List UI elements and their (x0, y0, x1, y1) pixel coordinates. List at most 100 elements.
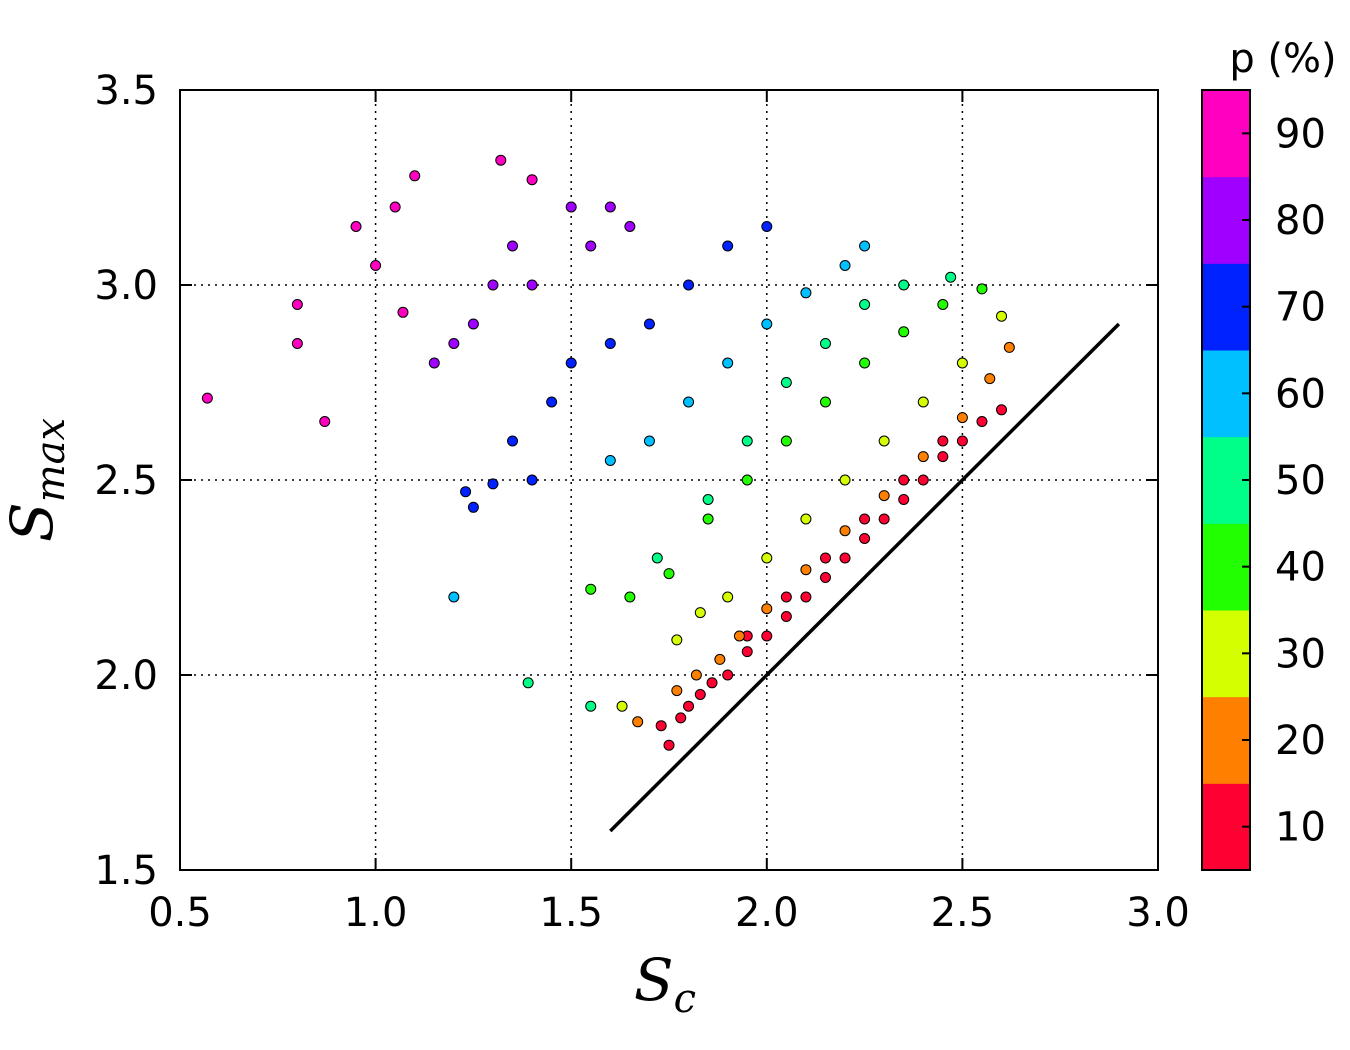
scatter-point-p70 (565, 357, 577, 369)
scatter-point-p30 (800, 513, 812, 525)
scatter-point-p80 (565, 201, 577, 213)
colorbar-label: 70 (1275, 285, 1326, 331)
scatter-point-p60 (839, 260, 851, 271)
scatter-point-p90 (397, 306, 409, 318)
x-axis-title-main: S (634, 946, 674, 1014)
scatter-point-p60 (722, 357, 734, 369)
scatter-point-p90 (526, 174, 538, 186)
scatter-point-p80 (585, 240, 597, 252)
scatter-point-p40 (780, 435, 792, 447)
scatter-point-p10 (898, 494, 910, 505)
scatter-point-p30 (917, 396, 929, 408)
scatter-point-p20 (839, 525, 851, 537)
scatter-point-p50 (859, 299, 871, 310)
scatter-point-p30 (616, 700, 628, 712)
scatter-point-p10 (655, 720, 667, 732)
reference-line (609, 322, 1121, 833)
scatter-point-p30 (996, 310, 1008, 322)
scatter-point-p10 (761, 630, 773, 642)
scatter-point-p80 (448, 338, 460, 349)
scatter-point-p20 (733, 630, 745, 642)
scatter-point-p80 (507, 240, 519, 252)
x-tick-label: 3.0 (1126, 890, 1190, 936)
scatter-point-p90 (291, 299, 303, 310)
colorbar-label: 10 (1275, 805, 1326, 851)
scatter-point-p10 (819, 572, 831, 583)
scatter-point-p10 (898, 474, 910, 486)
scatter-point-p50 (898, 279, 910, 291)
colorbar-title: p (%) (1229, 36, 1336, 82)
colorbar-label: 80 (1275, 198, 1326, 244)
scatter-point-p30 (878, 435, 890, 447)
scatter-point-p80 (604, 201, 616, 213)
scatter-point-p10 (780, 611, 792, 622)
scatter-point-p20 (1003, 341, 1015, 353)
scatter-point-p70 (467, 501, 479, 513)
scatter-point-p70 (460, 486, 472, 498)
x-tick-label: 1.5 (539, 890, 603, 936)
scatter-point-p10 (996, 404, 1008, 416)
scatter-point-p50 (945, 271, 957, 283)
scatter-points (201, 154, 1015, 751)
scatter-point-p10 (937, 451, 949, 463)
scatter-point-p40 (898, 326, 910, 338)
scatter-point-p10 (800, 591, 812, 603)
y-axis-title-sub: max (28, 418, 74, 502)
x-axis-title-sub: c (674, 976, 696, 1022)
scatter-point-p70 (507, 435, 519, 447)
scatter-point-p30 (694, 607, 706, 619)
scatter-point-p40 (702, 513, 714, 525)
scatter-point-p10 (706, 677, 718, 689)
scatter-point-p60 (859, 240, 871, 252)
scatter-point-p10 (937, 435, 949, 447)
scatter-point-p10 (859, 513, 871, 525)
scatter-point-p30 (839, 474, 851, 486)
scatter-point-p90 (389, 201, 401, 213)
scatter-point-p10 (859, 533, 871, 544)
scatter-point-p70 (761, 221, 773, 232)
scatter-point-p90 (291, 338, 303, 349)
scatter-point-p10 (675, 712, 687, 724)
plot-frame (179, 89, 1159, 871)
scatter-point-p10 (780, 591, 792, 603)
y-axis-ticks: 1.5 2.0 2.5 3.0 3.5 (94, 68, 1158, 894)
scatter-point-p60 (761, 318, 773, 330)
scatter-point-p50 (651, 552, 663, 564)
scatter-point-p80 (487, 279, 499, 291)
scatter-point-p50 (522, 677, 534, 689)
colorbar: 10 20 30 40 50 60 70 80 90 (1201, 89, 1326, 871)
scatter-point-p30 (671, 634, 683, 646)
y-axis-title: Smax (0, 418, 74, 542)
scatter-point-p70 (487, 478, 499, 490)
scatter-point-p70 (526, 474, 538, 486)
y-tick-label: 3.0 (94, 263, 158, 309)
y-tick-label: 3.5 (94, 68, 158, 114)
scatter-point-p90 (319, 416, 331, 427)
scatter-point-p90 (201, 392, 213, 404)
scatter-point-p20 (917, 451, 929, 463)
scatter-point-p70 (643, 318, 655, 330)
scatter-point-p80 (428, 357, 440, 369)
scatter-point-p20 (632, 716, 644, 728)
scatter-point-p10 (722, 669, 734, 681)
scatter-point-p40 (585, 583, 597, 595)
colorbar-label: 20 (1275, 718, 1326, 764)
scatter-point-p20 (761, 603, 773, 615)
grid-lines (180, 90, 1158, 870)
colorbar-label: 30 (1275, 631, 1326, 677)
scatter-point-p10 (663, 739, 675, 751)
scatter-point-p10 (976, 416, 988, 427)
scatter-point-p10 (956, 435, 968, 447)
identity-line (609, 322, 1121, 833)
scatter-point-p60 (643, 435, 655, 447)
scatter-point-p10 (683, 700, 695, 712)
x-axis-title: Sc (634, 946, 696, 1022)
scatter-point-p40 (741, 474, 753, 486)
x-tick-label: 1.0 (344, 890, 408, 936)
scatter-point-p20 (671, 685, 683, 697)
scatter-point-p10 (878, 513, 890, 525)
scatter-point-p90 (409, 170, 421, 182)
colorbar-label: 90 (1275, 111, 1326, 157)
x-tick-label: 2.0 (735, 890, 799, 936)
scatter-point-p60 (800, 287, 812, 299)
